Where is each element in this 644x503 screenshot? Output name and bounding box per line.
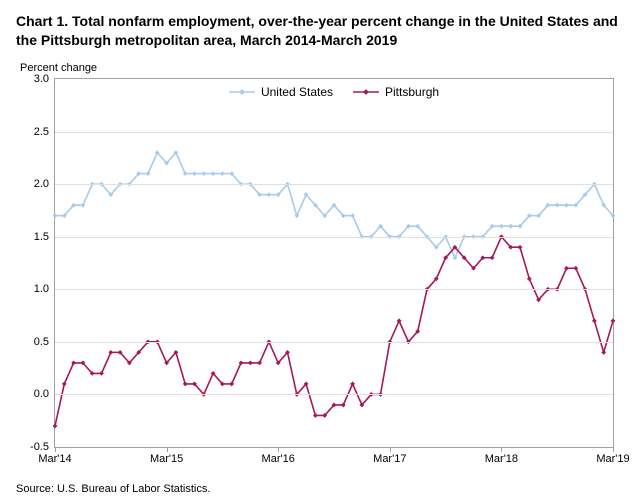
x-tick-mark [390, 447, 391, 452]
gridline [55, 132, 613, 133]
series-marker-pit [350, 382, 355, 387]
x-tick-mark [278, 447, 279, 452]
series-line-pit [55, 237, 613, 426]
series-marker-pit [611, 318, 616, 323]
series-marker-pit [229, 382, 234, 387]
series-marker-us [555, 203, 560, 208]
y-axis-label: Percent change [20, 62, 97, 74]
series-marker-pit [183, 382, 188, 387]
series-marker-pit [564, 266, 569, 271]
series-marker-us [53, 213, 58, 218]
series-marker-pit [313, 413, 318, 418]
x-tick-mark [613, 447, 614, 452]
series-marker-pit [397, 318, 402, 323]
y-tick-label: -0.5 [30, 441, 49, 453]
series-marker-pit [527, 276, 532, 281]
chart-source: Source: U.S. Bureau of Labor Statistics. [16, 483, 210, 495]
gridline [55, 184, 613, 185]
x-tick-label: Mar'16 [262, 453, 295, 465]
series-marker-pit [518, 245, 523, 250]
series-marker-pit [108, 350, 113, 355]
series-marker-pit [257, 360, 262, 365]
x-tick-mark [167, 447, 168, 452]
series-marker-us [564, 203, 569, 208]
gridline [55, 342, 613, 343]
series-marker-pit [248, 360, 253, 365]
series-marker-pit [490, 255, 495, 260]
series-marker-us [146, 171, 151, 176]
gridline [55, 289, 613, 290]
series-marker-pit [71, 360, 76, 365]
y-tick-label: 0.5 [34, 336, 49, 348]
series-marker-pit [341, 403, 346, 408]
x-tick-label: Mar'17 [373, 453, 406, 465]
series-marker-pit [592, 318, 597, 323]
series-marker-us [220, 171, 225, 176]
x-tick-label: Mar'19 [596, 453, 629, 465]
series-marker-us [508, 224, 513, 229]
series-marker-us [183, 171, 188, 176]
y-tick-label: 1.0 [34, 283, 49, 295]
chart-title: Chart 1. Total nonfarm employment, over-… [16, 12, 628, 50]
series-marker-us [294, 213, 299, 218]
x-tick-label: Mar'18 [485, 453, 518, 465]
series-marker-us [499, 224, 504, 229]
plot-area: United StatesPittsburgh -0.50.00.51.01.5… [54, 78, 614, 448]
series-marker-us [453, 255, 458, 260]
series-marker-us [350, 213, 355, 218]
y-tick-label: 3.0 [34, 73, 49, 85]
series-marker-pit [573, 266, 578, 271]
y-tick-label: 0.0 [34, 388, 49, 400]
x-tick-mark [55, 447, 56, 452]
chart-container: Chart 1. Total nonfarm employment, over-… [0, 0, 644, 503]
series-marker-us [211, 171, 216, 176]
series-marker-pit [62, 382, 67, 387]
series-marker-us [81, 203, 86, 208]
series-marker-pit [53, 424, 58, 429]
line-plot-svg [55, 79, 613, 447]
y-tick-label: 1.5 [34, 231, 49, 243]
x-tick-label: Mar'15 [150, 453, 183, 465]
y-tick-label: 2.5 [34, 126, 49, 138]
y-tick-label: 2.0 [34, 178, 49, 190]
series-marker-pit [601, 350, 606, 355]
series-marker-pit [99, 371, 104, 376]
gridline [55, 394, 613, 395]
x-tick-label: Mar'14 [38, 453, 71, 465]
x-tick-mark [501, 447, 502, 452]
gridline [55, 237, 613, 238]
series-marker-pit [239, 360, 244, 365]
series-marker-us [267, 192, 272, 197]
series-marker-us [201, 171, 206, 176]
series-marker-us [192, 171, 197, 176]
